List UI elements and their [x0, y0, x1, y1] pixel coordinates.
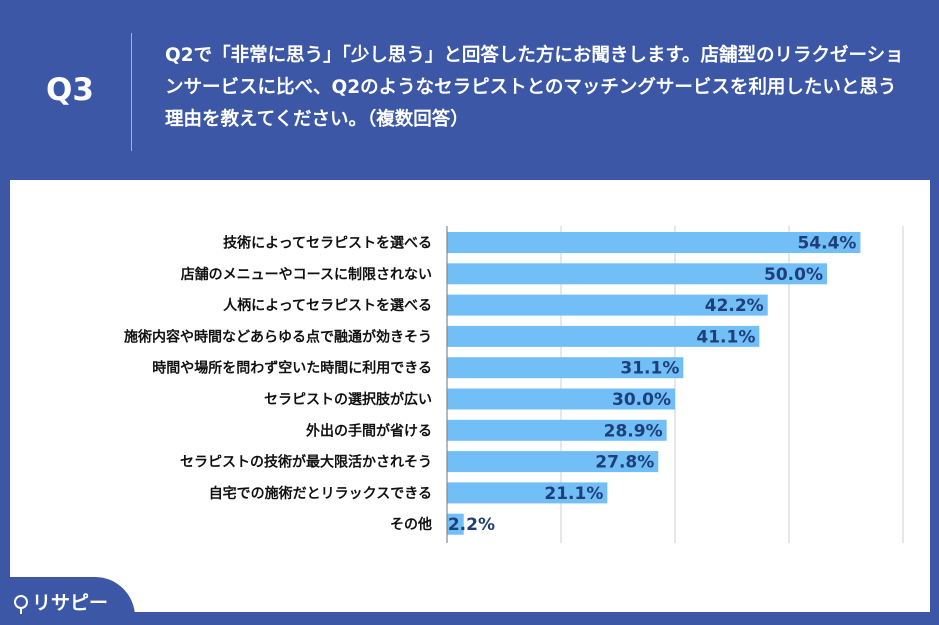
category-label: 人柄によってセラピストを選べる — [223, 297, 432, 314]
bar — [447, 357, 684, 379]
pin-icon — [14, 594, 28, 614]
question-number: Q3 — [46, 72, 94, 108]
category-label: セラピストの選択肢が広い — [264, 391, 432, 408]
category-label: 店舗のメニューやコースに制限されない — [181, 266, 432, 283]
bar — [447, 388, 675, 410]
value-label: 42.2% — [705, 296, 764, 316]
value-label: 21.1% — [544, 484, 603, 504]
category-label: 自宅での施術だとリラックスできる — [209, 485, 432, 502]
value-label: 2.2% — [448, 515, 495, 535]
value-label: 27.8% — [595, 453, 654, 473]
category-label: その他 — [390, 516, 432, 533]
value-label: 30.0% — [612, 390, 671, 410]
header-divider — [131, 33, 132, 151]
category-label: 技術によってセラピストを選べる — [223, 235, 432, 252]
bar — [447, 263, 827, 285]
question-text: Q2で「非常に思う」「少し思う」と回答した方にお聞きします。店舗型のリラクゼーシ… — [165, 45, 904, 130]
bar — [447, 482, 608, 504]
bar — [447, 294, 768, 316]
value-label: 54.4% — [797, 234, 856, 254]
value-label: 28.9% — [604, 421, 663, 441]
bar — [447, 232, 861, 253]
bar — [447, 513, 464, 535]
value-label: 31.1% — [620, 359, 679, 379]
bar — [447, 451, 659, 473]
value-label: 41.1% — [696, 327, 755, 347]
bar — [447, 419, 667, 441]
category-label: 外出の手間が省ける — [306, 422, 432, 439]
category-label: 時間や場所を問わず空いた時間に利用できる — [152, 360, 432, 377]
logo-text: リサピー — [32, 592, 109, 614]
bar — [447, 325, 760, 347]
category-label: セラピストの技術が最大限活かされそう — [180, 454, 432, 471]
value-label: 50.0% — [764, 265, 823, 285]
logo: リサピー — [14, 588, 108, 615]
category-label: 施術内容や時間などあらゆる点で融通が効きそう — [124, 328, 432, 345]
